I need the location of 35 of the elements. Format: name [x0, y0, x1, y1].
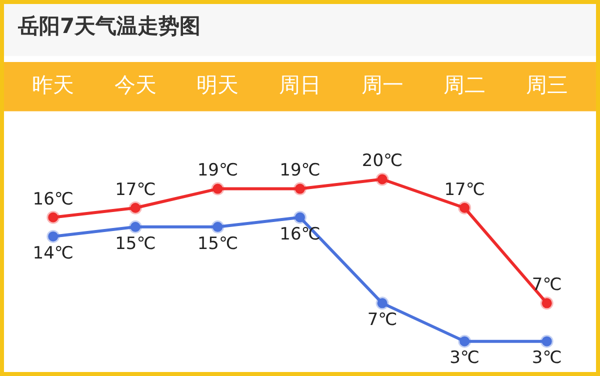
point — [376, 172, 389, 186]
x-tick-label: 周三 — [526, 73, 568, 98]
x-tick-label: 周二 — [444, 73, 486, 98]
data-label: 20℃ — [362, 151, 403, 172]
x-tick-label: 今天 — [114, 73, 156, 98]
chart-title: 岳阳7天气温走势图 — [4, 4, 596, 56]
point — [128, 201, 142, 214]
point — [294, 182, 306, 196]
point — [294, 210, 306, 224]
data-label: 17℃ — [115, 180, 156, 200]
data-label: 14℃ — [32, 243, 74, 264]
data-label: 15℃ — [197, 234, 238, 254]
data-label: 7℃ — [532, 275, 562, 296]
point — [458, 201, 472, 214]
point — [458, 334, 472, 348]
point — [46, 230, 60, 243]
x-tick-label: 昨天 — [32, 73, 74, 98]
point — [211, 220, 224, 234]
point — [128, 220, 142, 234]
x-tick-label: 明天 — [196, 73, 239, 98]
point — [540, 296, 554, 310]
data-label: 7℃ — [367, 310, 398, 330]
point — [540, 334, 554, 348]
data-label: 17℃ — [444, 180, 485, 200]
point — [376, 296, 389, 310]
data-label: 3℃ — [532, 348, 562, 368]
data-label: 19℃ — [197, 160, 238, 181]
x-tick-label: 周一 — [361, 73, 404, 98]
data-label: 16℃ — [32, 189, 74, 210]
point — [46, 210, 60, 224]
data-label: 3℃ — [450, 348, 480, 368]
point — [211, 182, 224, 196]
data-label: 19℃ — [280, 160, 320, 181]
x-tick-label: 周日 — [279, 73, 321, 98]
data-label: 15℃ — [115, 234, 156, 254]
